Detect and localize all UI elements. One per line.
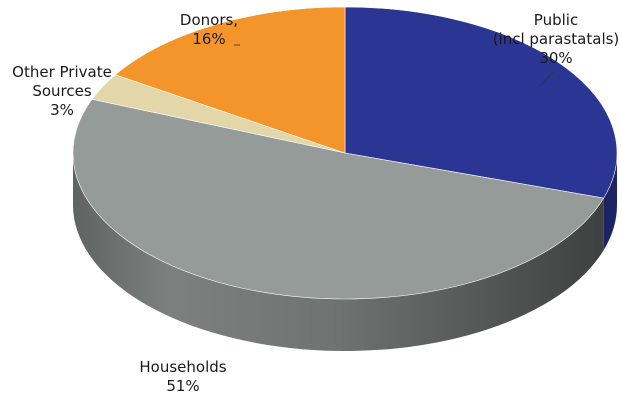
- pie-slice-donors: [114, 6, 346, 154]
- category-label-households: Households: [139, 358, 226, 376]
- label-donors: Donors, 16%: [180, 11, 238, 48]
- category-label-other-private: Other Private: [12, 63, 112, 81]
- pie-side-households: [73, 153, 604, 351]
- label-households: Households 51%: [139, 358, 226, 395]
- category-label-other-private: Sources: [32, 82, 92, 100]
- pie-slices: [72, 6, 618, 300]
- value-label-other-private: 3%: [50, 101, 74, 119]
- label-other-private: Other Private Sources 3%: [12, 63, 112, 119]
- category-label-donors: Donors,: [180, 11, 238, 29]
- label-public: Public (incl parastatals) 30%: [493, 11, 620, 67]
- pie-side-walls: [73, 153, 617, 351]
- slice-labels: Public (incl parastatals) 30% Households 51%…: [12, 11, 619, 395]
- value-label-public: 30%: [539, 49, 572, 67]
- pie-side-public: [603, 153, 617, 251]
- pie-slice-households: [72, 98, 605, 300]
- value-label-donors: 16%: [192, 30, 225, 48]
- leader-line-public: [539, 71, 554, 87]
- pie-slice-public: [344, 6, 618, 199]
- category-label-public: Public: [534, 11, 578, 29]
- value-label-households: 51%: [166, 377, 199, 395]
- category-label-public: (incl parastatals): [493, 30, 620, 48]
